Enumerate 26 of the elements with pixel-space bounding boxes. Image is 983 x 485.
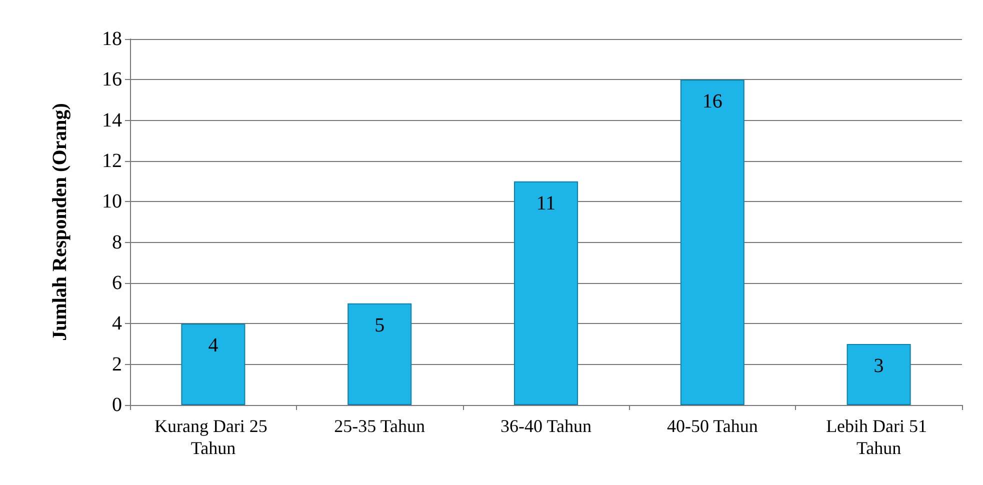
x-tick-label: Lebih Dari 51 Tahun bbox=[826, 416, 932, 458]
bar bbox=[846, 344, 911, 405]
data-label: 4 bbox=[208, 334, 218, 357]
y-tick-label: 16 bbox=[102, 68, 122, 91]
bar bbox=[348, 303, 412, 405]
y-tick-label: 2 bbox=[112, 353, 122, 376]
y-tick-label: 12 bbox=[102, 150, 122, 172]
data-label: 3 bbox=[874, 355, 884, 377]
data-label: 5 bbox=[374, 314, 385, 336]
bar bbox=[680, 80, 744, 405]
x-tick-label: 25-35 Tahun bbox=[334, 416, 426, 436]
y-tick-label: 8 bbox=[112, 231, 122, 254]
x-tick-label: Kurang Dari 25 Tahun bbox=[154, 416, 272, 458]
y-axis-title: Jumlah Responden (Orang) bbox=[49, 103, 71, 341]
data-label: 11 bbox=[536, 192, 556, 214]
y-tick-label: 10 bbox=[102, 190, 122, 213]
y-tick-label: 14 bbox=[102, 109, 122, 132]
y-tick-label: 4 bbox=[112, 312, 122, 335]
bar bbox=[514, 181, 578, 405]
bar bbox=[181, 324, 246, 405]
y-tick-label: 0 bbox=[112, 394, 122, 416]
x-tick-label: 40-50 Tahun bbox=[666, 416, 758, 436]
data-label: 16 bbox=[702, 90, 722, 113]
y-tick-label: 18 bbox=[102, 28, 122, 50]
x-tick-label: 36-40 Tahun bbox=[500, 416, 592, 436]
y-tick-label: 6 bbox=[112, 272, 122, 294]
